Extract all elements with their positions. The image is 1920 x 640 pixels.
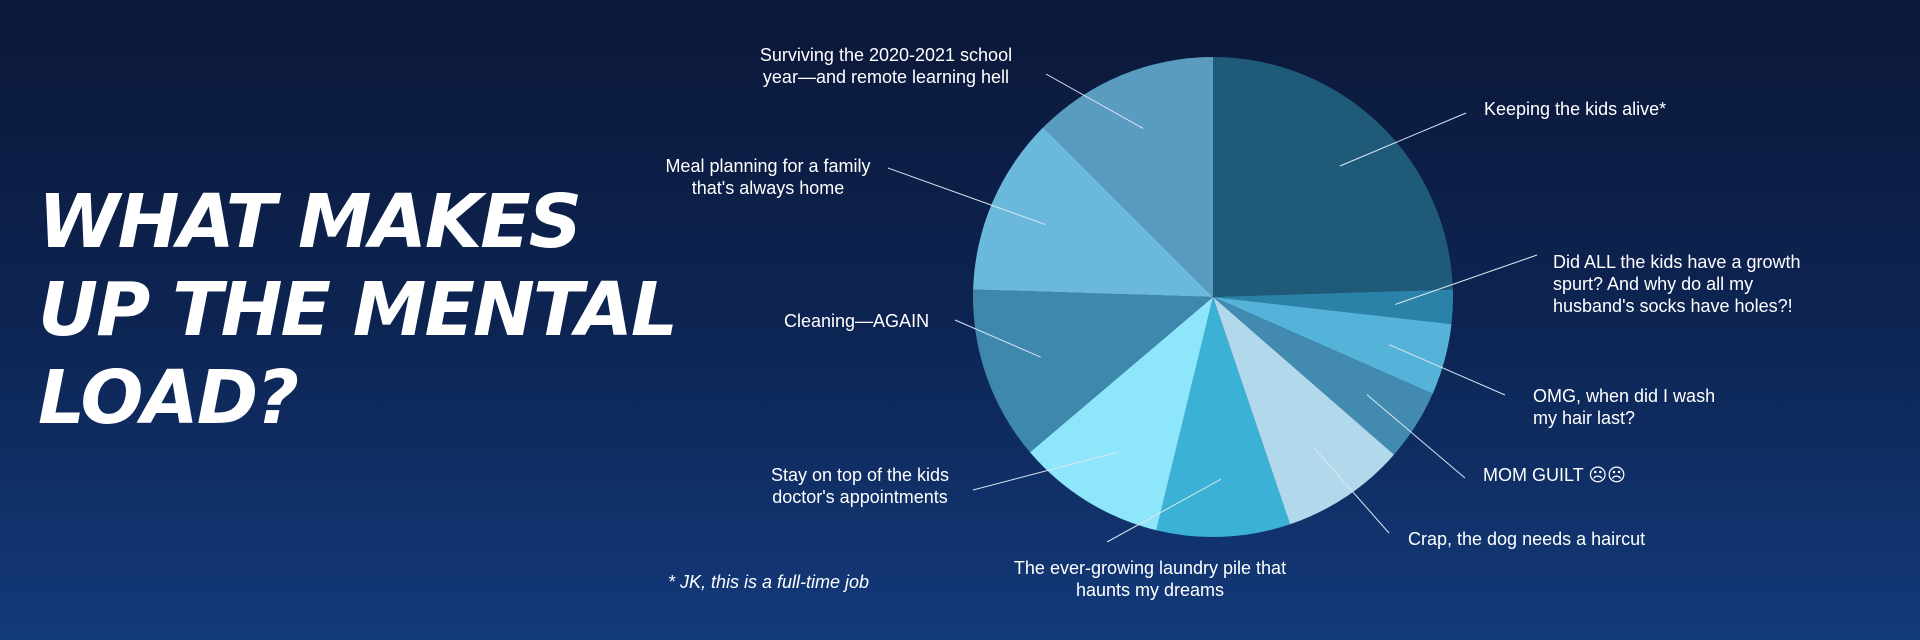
slice-label-10: Surviving the 2020-2021 school year—and r… bbox=[760, 45, 1012, 87]
pie-slice-4 bbox=[1213, 297, 1433, 455]
pie-slice-8 bbox=[972, 289, 1213, 453]
pie-slice-6 bbox=[1156, 297, 1291, 537]
slice-label-9: Meal planning for a family that's always … bbox=[665, 156, 870, 198]
pie-slice-2 bbox=[1213, 289, 1454, 325]
footnote: * JK, this is a full-time job bbox=[668, 572, 870, 592]
leader-line-10 bbox=[1045, 73, 1144, 129]
slice-label-4: MOM GUILT ☹☹ bbox=[1483, 465, 1626, 485]
slice-label-7: Stay on top of the kids doctor's appointm… bbox=[771, 465, 949, 507]
slice-label-1: Keeping the kids alive* bbox=[1484, 99, 1666, 119]
pie-slices bbox=[972, 57, 1454, 537]
pie-slice-9 bbox=[973, 127, 1213, 297]
pie-slice-3 bbox=[1213, 297, 1452, 394]
headline: WHAT MAKES UP THE MENTAL LOAD? bbox=[38, 179, 678, 441]
leader-line-7 bbox=[972, 451, 1118, 491]
slice-label-5: Crap, the dog needs a haircut bbox=[1408, 529, 1645, 549]
slice-label-2: Did ALL the kids have a growth spurt? And… bbox=[1553, 252, 1800, 316]
slice-label-6: The ever-growing laundry pile that haunts… bbox=[1014, 558, 1286, 600]
leader-line-1 bbox=[1339, 112, 1467, 167]
leader-line-6 bbox=[1106, 478, 1222, 543]
leader-line-9 bbox=[887, 167, 1046, 226]
leader-line-3 bbox=[1388, 344, 1506, 396]
pie-slice-5 bbox=[1213, 297, 1395, 525]
pie-slice-1 bbox=[1213, 57, 1453, 297]
leader-line-4 bbox=[1366, 394, 1466, 479]
slice-label-3: OMG, when did I wash my hair last? bbox=[1533, 386, 1715, 428]
pie-slice-7 bbox=[1030, 297, 1213, 531]
leader-line-8 bbox=[954, 319, 1042, 358]
leader-line-2 bbox=[1395, 254, 1538, 305]
pie-slice-10 bbox=[1043, 57, 1213, 297]
slice-label-8: Cleaning—AGAIN bbox=[784, 311, 929, 331]
leader-line-5 bbox=[1314, 448, 1390, 534]
